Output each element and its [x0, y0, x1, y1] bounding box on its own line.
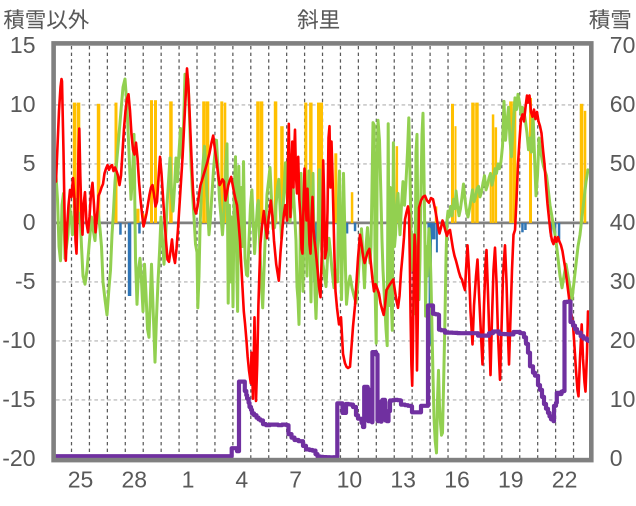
svg-text:-20: -20 [2, 445, 35, 471]
svg-text:16: 16 [444, 467, 470, 493]
svg-text:40: 40 [610, 209, 636, 235]
svg-text:28: 28 [122, 467, 148, 493]
svg-text:30: 30 [610, 268, 636, 294]
svg-text:70: 70 [610, 32, 636, 58]
svg-text:19: 19 [498, 467, 524, 493]
svg-text:1: 1 [182, 467, 195, 493]
svg-text:15: 15 [10, 32, 36, 58]
svg-text:10: 10 [10, 91, 36, 117]
svg-text:22: 22 [552, 467, 578, 493]
svg-text:25: 25 [68, 467, 94, 493]
svg-text:0: 0 [610, 445, 623, 471]
svg-text:7: 7 [289, 467, 302, 493]
svg-text:0: 0 [23, 209, 36, 235]
svg-text:50: 50 [610, 150, 636, 176]
svg-text:-15: -15 [2, 386, 35, 412]
svg-text:-10: -10 [2, 327, 35, 353]
svg-text:60: 60 [610, 91, 636, 117]
svg-text:10: 10 [337, 467, 363, 493]
svg-text:13: 13 [390, 467, 416, 493]
svg-text:20: 20 [610, 327, 636, 353]
svg-text:10: 10 [610, 386, 636, 412]
svg-text:4: 4 [235, 467, 248, 493]
svg-text:5: 5 [23, 150, 36, 176]
svg-text:-5: -5 [15, 268, 35, 294]
